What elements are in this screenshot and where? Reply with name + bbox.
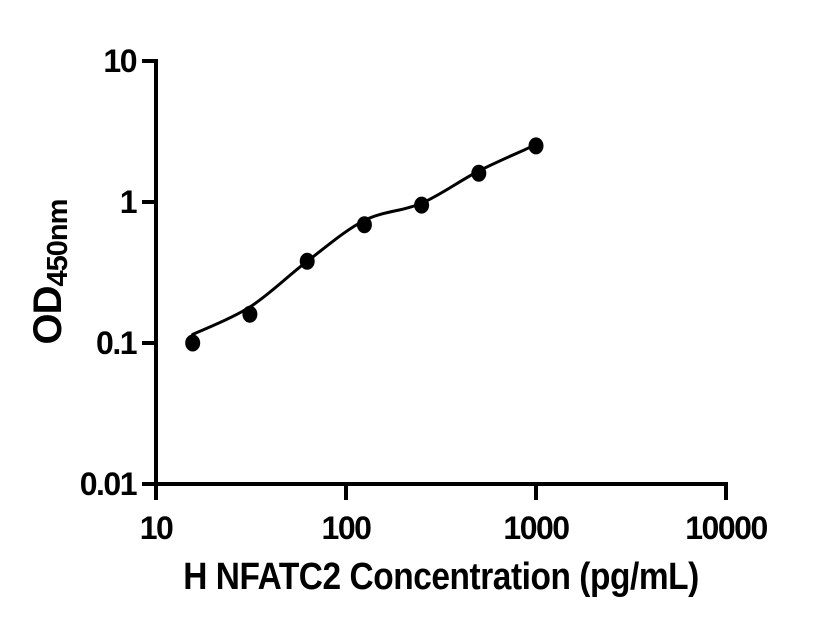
x-tick-label-10: 10 [139,510,174,546]
data-point-marker [356,216,372,234]
x-tick-label-100: 100 [321,510,372,546]
x-axis-title: H NFATC2 Concentration (pg/mL) [183,556,699,598]
x-tick-label-10000: 10000 [685,510,768,546]
x-tick-label-1000: 1000 [503,510,570,546]
data-point-marker [242,305,258,323]
y-tick-label-10: 10 [103,43,137,79]
y-tick-label-1: 1 [119,184,138,220]
data-point-marker [471,164,487,182]
y-tick-label-0_1: 0.1 [96,325,137,361]
y-tick-label-0_01: 0.01 [79,466,138,502]
data-point-marker [299,252,315,270]
data-point-marker [414,196,430,214]
data-point-marker [528,137,544,155]
data-point-marker [185,334,201,352]
